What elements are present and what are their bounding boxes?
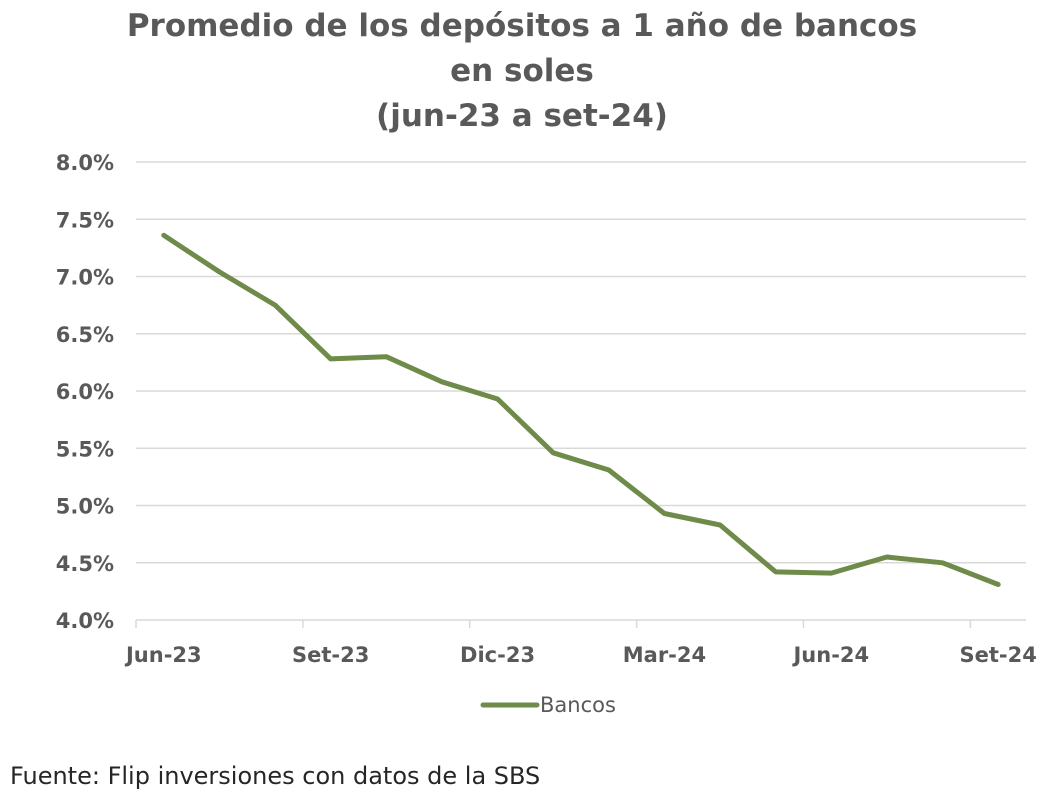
gridlines [136,161,1026,621]
chart-title-line-1: Promedio de los depósitos a 1 año de ban… [126,8,918,44]
x-tick-label: Jun-23 [124,643,202,667]
x-tick-label: Jun-24 [791,643,869,667]
chart-title: Promedio de los depósitos a 1 año de ban… [0,4,1044,139]
chart-title-line-2: en soles [450,53,594,89]
x-tick-label: Set-23 [292,643,369,667]
legend-label: Bancos [540,693,616,717]
y-axis-ticks: 8.0% 7.5% 7.0% 6.5% 6.0% 5.5% 5.0% 4.5% 4.0% [56,151,114,633]
y-tick-label: 6.5% [56,323,114,347]
y-tick-label: 8.0% [56,151,114,175]
y-tick-label: 4.0% [56,609,114,633]
y-tick-label: 5.5% [56,437,114,461]
series-line-bancos [161,232,1001,587]
x-tick-label: Dic-23 [460,643,535,667]
y-tick-label: 7.5% [56,208,114,232]
y-tick-label: 4.5% [56,552,114,576]
y-tick-label: 7.0% [56,266,114,290]
legend: Bancos [480,693,616,717]
x-tick-label: Mar-24 [623,643,706,667]
series-layer [161,232,1001,587]
y-tick-label: 6.0% [56,380,114,404]
x-axis-ticks: Jun-23 Set-23 Dic-23 Mar-24 Jun-24 Set-24 [124,620,1037,667]
x-tick-label: Set-24 [960,643,1037,667]
y-tick-label: 5.0% [56,495,114,519]
chart-title-line-3: (jun-23 a set-24) [376,98,668,134]
source-note: Fuente: Flip inversiones con datos de la… [10,762,541,790]
